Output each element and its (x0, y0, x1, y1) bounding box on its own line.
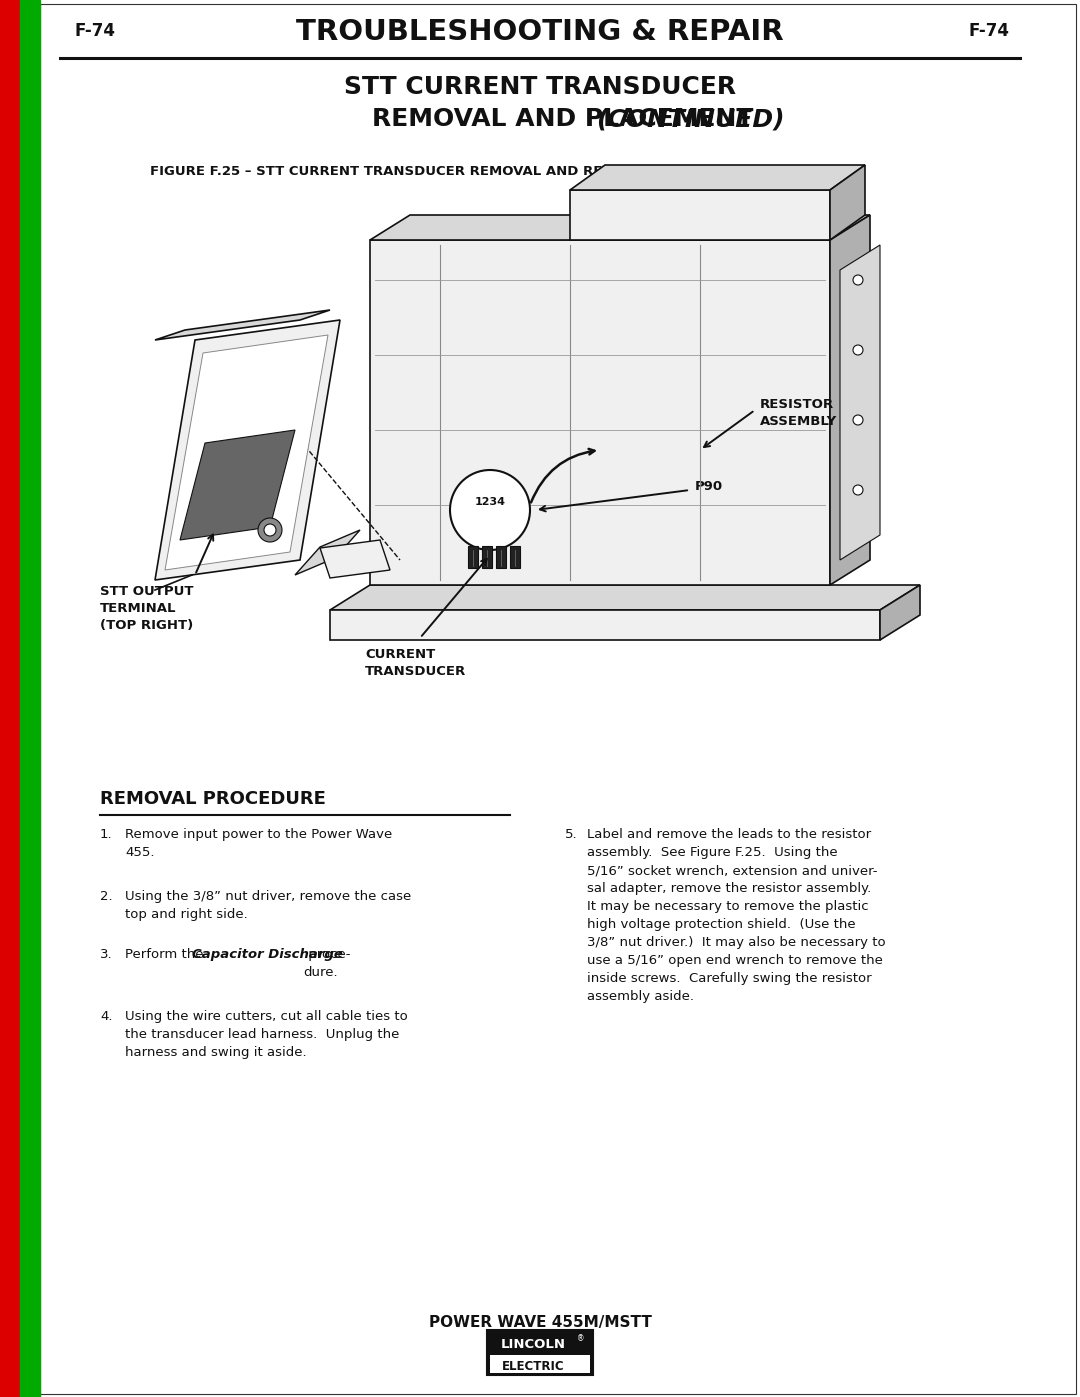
Text: F-74: F-74 (75, 22, 116, 41)
Text: F-74: F-74 (969, 22, 1010, 41)
Text: 1234: 1234 (474, 497, 505, 507)
Text: ®: ® (577, 1334, 584, 1344)
Circle shape (853, 345, 863, 355)
Text: STT CURRENT TRANSDUCER: STT CURRENT TRANSDUCER (343, 75, 737, 99)
Polygon shape (180, 430, 295, 541)
Polygon shape (831, 165, 865, 240)
Text: 1.: 1. (100, 828, 112, 841)
Text: (CONTINUED): (CONTINUED) (596, 108, 784, 131)
Text: Return to Section TOC: Return to Section TOC (5, 464, 15, 587)
Bar (21, 0, 40, 1397)
Text: Capacitor Discharge: Capacitor Discharge (191, 949, 342, 961)
Text: 2.: 2. (100, 890, 112, 902)
Text: Perform the: Perform the (125, 949, 207, 961)
Polygon shape (165, 335, 328, 570)
Bar (510, 546, 519, 569)
Text: Return to Section TOC: Return to Section TOC (5, 789, 15, 911)
Text: Using the 3/8” nut driver, remove the case
top and right side.: Using the 3/8” nut driver, remove the ca… (125, 890, 411, 921)
Text: TROUBLESHOOTING & REPAIR: TROUBLESHOOTING & REPAIR (296, 18, 784, 46)
Text: Return to Section TOC: Return to Section TOC (5, 1088, 15, 1211)
Text: 4.: 4. (100, 1010, 112, 1023)
Text: REMOVAL AND PLACEMENT: REMOVAL AND PLACEMENT (372, 108, 761, 131)
Text: Using the wire cutters, cut all cable ties to
the transducer lead harness.  Unpl: Using the wire cutters, cut all cable ti… (125, 1010, 408, 1059)
Polygon shape (156, 320, 340, 580)
Text: Return to Master TOC: Return to Master TOC (25, 116, 35, 235)
Polygon shape (370, 215, 870, 240)
Polygon shape (880, 585, 920, 640)
Circle shape (264, 524, 276, 536)
Text: Return to Section TOC: Return to Section TOC (5, 113, 15, 236)
Text: RESISTOR
ASSEMBLY: RESISTOR ASSEMBLY (760, 398, 837, 427)
Text: FIGURE F.25 – STT CURRENT TRANSDUCER REMOVAL AND REPLACEMENT PROCEDURE: FIGURE F.25 – STT CURRENT TRANSDUCER REM… (150, 165, 788, 177)
Bar (200, 95, 880, 140)
Polygon shape (156, 310, 330, 339)
Circle shape (853, 415, 863, 425)
Text: REMOVAL AND PLACEMENT (CONTINUED): REMOVAL AND PLACEMENT (CONTINUED) (251, 108, 829, 131)
Polygon shape (370, 240, 831, 585)
Bar (487, 1330, 593, 1375)
Polygon shape (570, 190, 831, 240)
Text: STT OUTPUT
TERMINAL
(TOP RIGHT): STT OUTPUT TERMINAL (TOP RIGHT) (100, 585, 193, 631)
Text: Return to Master TOC: Return to Master TOC (25, 791, 35, 909)
Text: P90: P90 (696, 481, 724, 493)
Polygon shape (295, 529, 360, 576)
Polygon shape (320, 541, 390, 578)
Text: Remove input power to the Power Wave
455.: Remove input power to the Power Wave 455… (125, 828, 392, 859)
Polygon shape (330, 610, 880, 640)
Text: LINCOLN: LINCOLN (501, 1338, 566, 1351)
Bar (468, 546, 478, 569)
Bar (0, 0, 21, 1397)
Bar (482, 546, 492, 569)
Text: 3.: 3. (100, 949, 112, 961)
Circle shape (853, 275, 863, 285)
Polygon shape (831, 215, 870, 585)
Circle shape (450, 469, 530, 550)
Text: POWER WAVE 455M/MSTT: POWER WAVE 455M/MSTT (429, 1315, 651, 1330)
Bar (490, 1355, 590, 1373)
Text: Label and remove the leads to the resistor
assembly.  See Figure F.25.  Using th: Label and remove the leads to the resist… (588, 828, 886, 1003)
Text: 5.: 5. (565, 828, 578, 841)
Polygon shape (570, 165, 865, 190)
Text: Return to Master TOC: Return to Master TOC (25, 1091, 35, 1210)
Text: ELECTRIC: ELECTRIC (502, 1359, 565, 1372)
Bar (496, 546, 507, 569)
Circle shape (853, 485, 863, 495)
Polygon shape (330, 585, 920, 610)
Text: REMOVAL PROCEDURE: REMOVAL PROCEDURE (100, 789, 326, 807)
Text: CURRENT
TRANSDUCER: CURRENT TRANSDUCER (365, 648, 467, 678)
Text: proce-
dure.: proce- dure. (303, 949, 350, 979)
Circle shape (258, 518, 282, 542)
Text: Return to Master TOC: Return to Master TOC (25, 465, 35, 584)
Polygon shape (840, 244, 880, 560)
